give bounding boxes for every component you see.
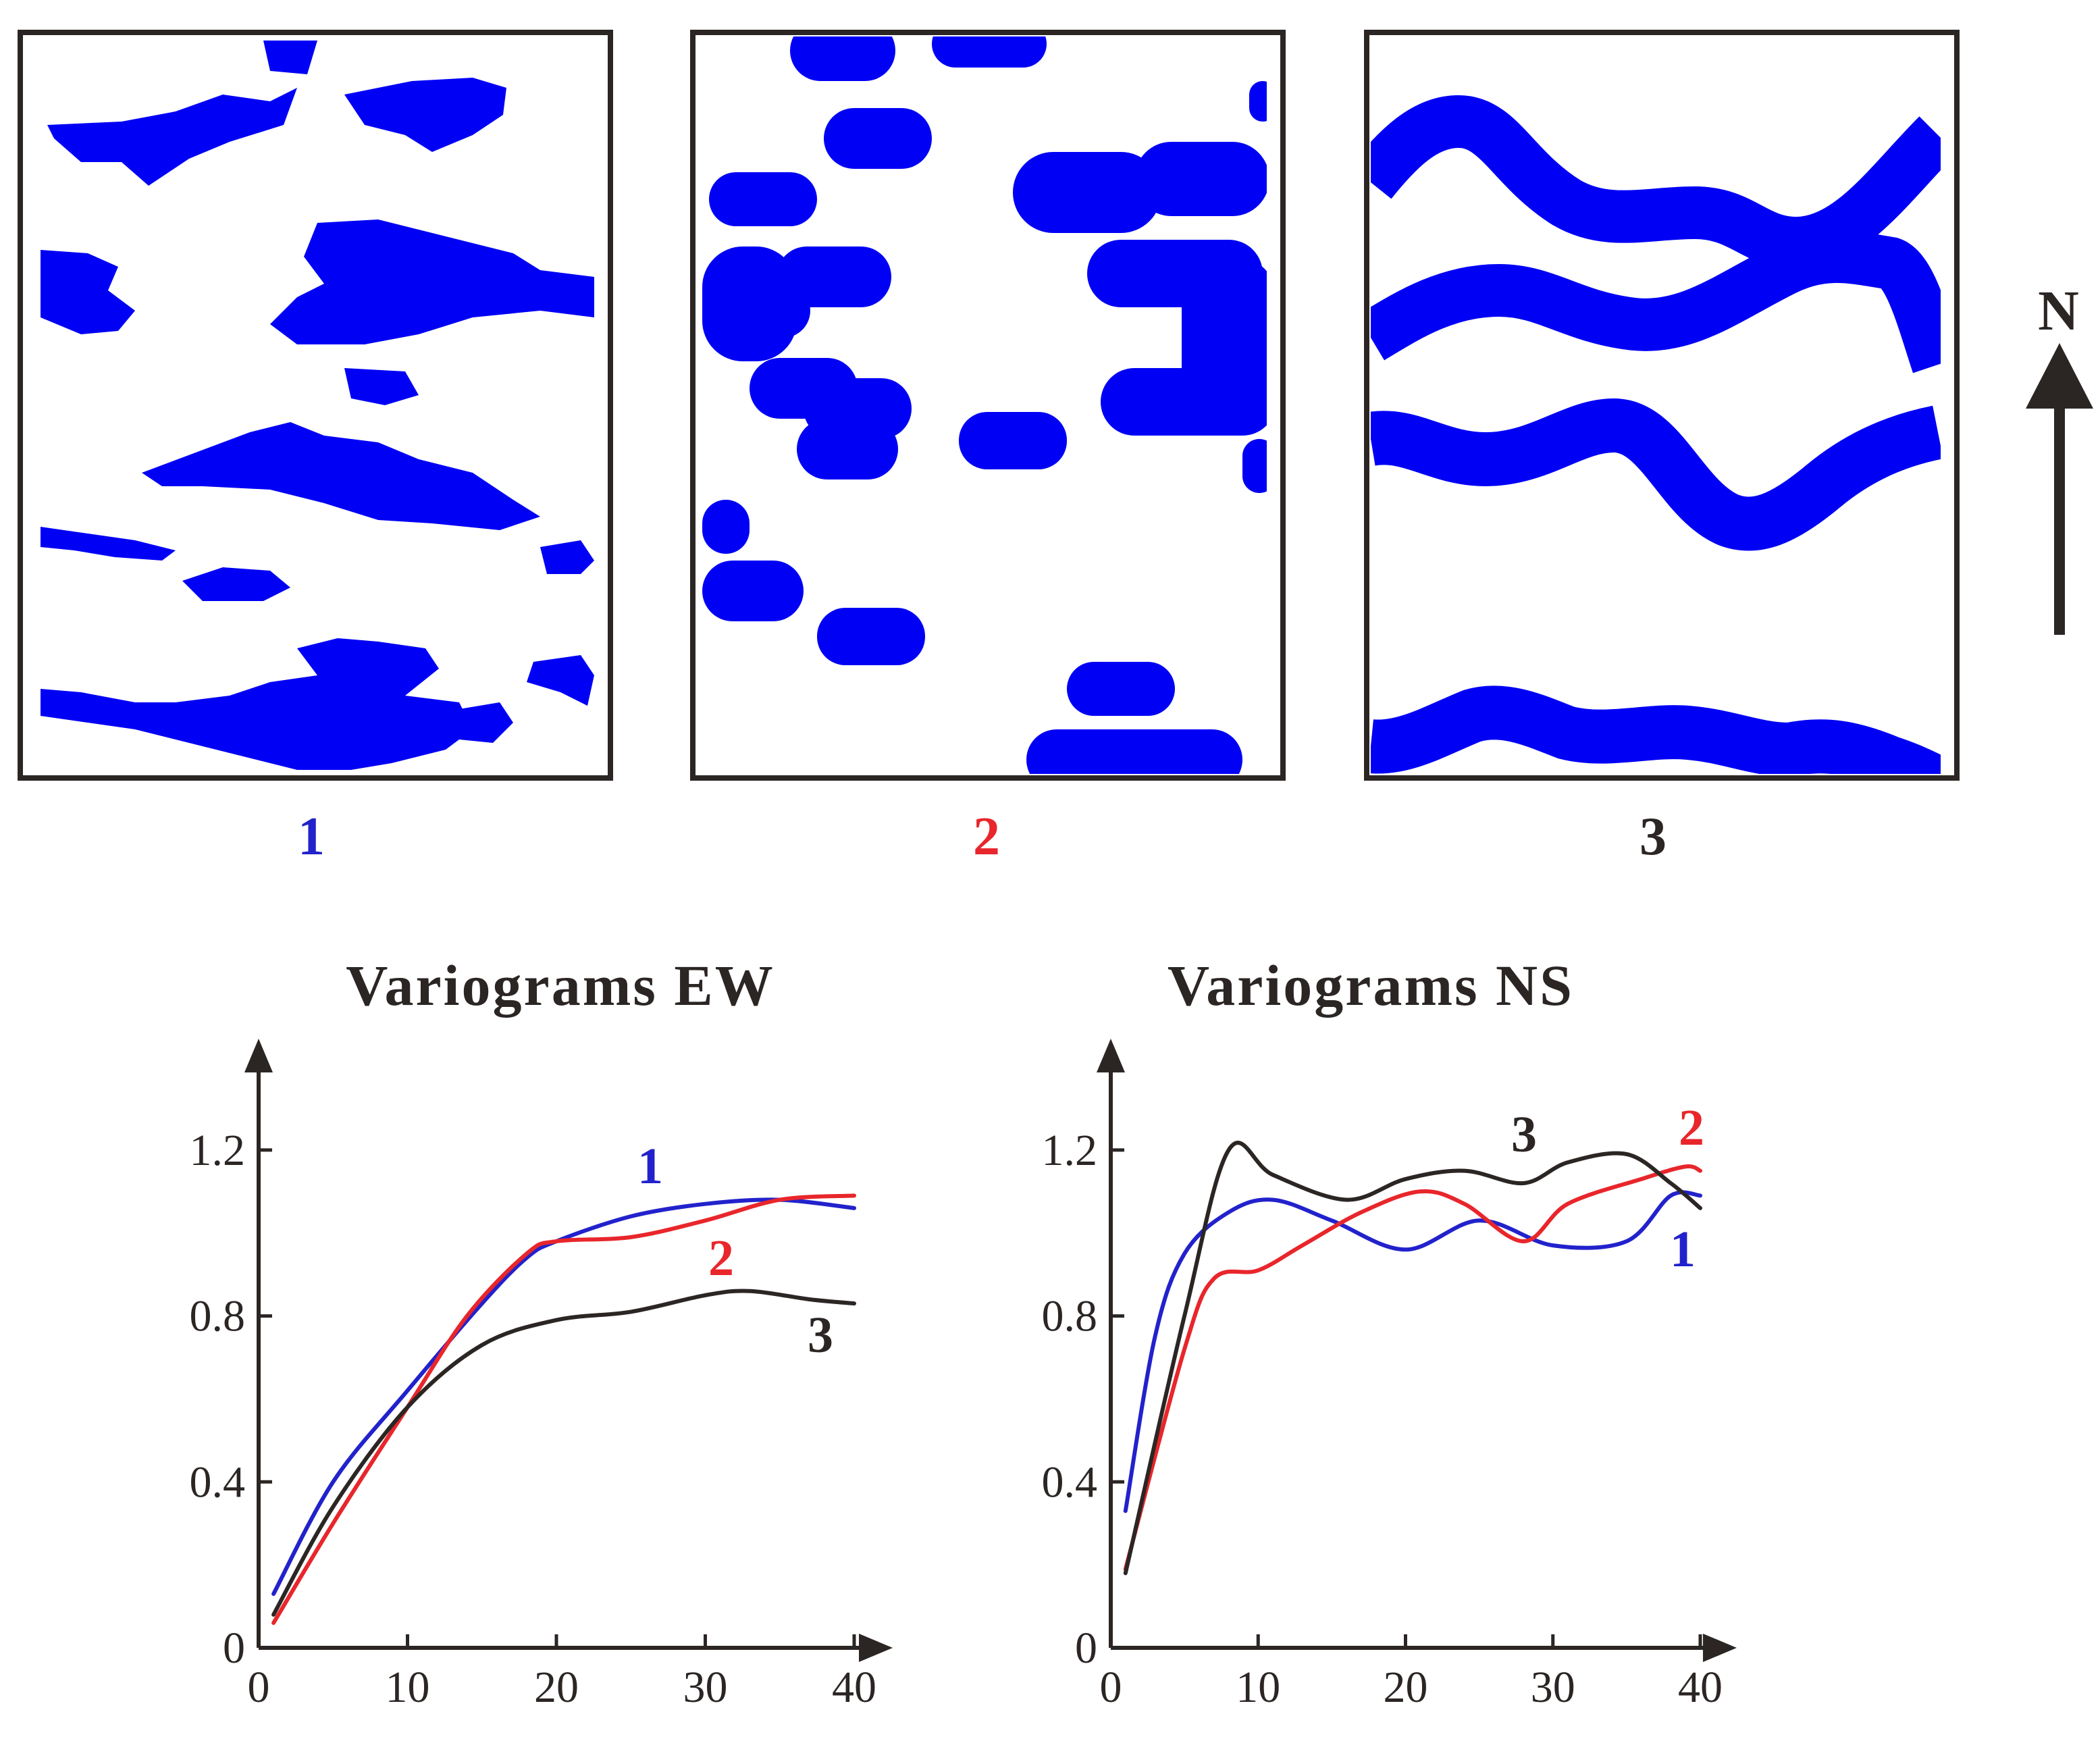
series-line-2 — [1123, 1164, 1702, 1572]
y-axis-arrow-ew — [244, 1039, 273, 1072]
y-axis-arrow-ns — [1097, 1039, 1125, 1072]
y-tick-label: 0 — [223, 1624, 245, 1673]
variogram-ns-chart: Variograms NS 0 0.4 0.8 1.2 0 10 20 30 40 1 2 3 — [1042, 953, 1737, 1712]
panel-label-2: 2 — [973, 807, 1000, 866]
ticks-ns: 0 0.4 0.8 1.2 0 10 20 30 40 — [1042, 1126, 1723, 1712]
north-arrow: N — [2026, 280, 2093, 635]
y-tick-label: 1.2 — [190, 1126, 246, 1175]
panel-label-3: 3 — [1639, 807, 1666, 866]
series-label-3: 3 — [1511, 1106, 1537, 1163]
series-line-3 — [271, 1289, 856, 1617]
x-axis-arrow-ns — [1703, 1634, 1737, 1662]
y-tick-label: 1.2 — [1042, 1126, 1098, 1175]
x-tick-label: 30 — [683, 1663, 728, 1712]
x-tick-label: 30 — [1531, 1663, 1575, 1712]
x-tick-label: 40 — [832, 1663, 876, 1712]
series-line-1 — [271, 1197, 856, 1597]
x-tick-label: 0 — [1100, 1663, 1122, 1712]
y-tick-label: 0.8 — [190, 1292, 246, 1341]
north-arrow-head — [2026, 343, 2093, 409]
y-tick-label: 0 — [1075, 1624, 1097, 1673]
y-tick-label: 0.4 — [1042, 1457, 1098, 1507]
ticks-ew: 0 0.4 0.8 1.2 0 10 20 30 40 — [190, 1126, 877, 1712]
x-tick-label: 10 — [1236, 1663, 1280, 1712]
series-label-1: 1 — [1670, 1221, 1696, 1278]
series-label-2: 2 — [708, 1230, 734, 1287]
series-label-1: 1 — [637, 1138, 663, 1195]
x-tick-label: 40 — [1678, 1663, 1723, 1712]
facies-panel-3 — [1364, 30, 1960, 781]
series-lines-ew — [271, 1193, 856, 1626]
facies-panel-2 — [690, 30, 1286, 781]
x-tick-label: 10 — [386, 1663, 430, 1712]
panel-3-channels — [1371, 95, 1941, 774]
series-label-2: 2 — [1679, 1099, 1704, 1156]
series-lines-ns — [1123, 1141, 1702, 1576]
y-tick-label: 0.8 — [1042, 1292, 1098, 1341]
chart-title-ew: Variograms EW — [346, 953, 775, 1018]
series-line-1 — [1123, 1190, 1702, 1513]
panel-1-bodies — [41, 41, 594, 770]
series-label-3: 3 — [808, 1307, 833, 1364]
x-tick-label: 0 — [248, 1663, 270, 1712]
panel-2-bodies — [702, 36, 1267, 774]
series-line-3 — [1123, 1141, 1702, 1576]
x-tick-label: 20 — [534, 1663, 579, 1712]
y-tick-label: 0.4 — [190, 1457, 246, 1507]
variogram-ew-chart: Variograms EW 0 0.4 0.8 1.2 0 10 20 30 40 12 3 — [190, 953, 893, 1712]
north-label: N — [2038, 280, 2081, 342]
series-line-2 — [271, 1193, 856, 1626]
panel-label-1: 1 — [298, 807, 325, 866]
x-tick-label: 20 — [1384, 1663, 1428, 1712]
chart-title-ns: Variograms NS — [1167, 953, 1574, 1018]
series-labels-ns: 1 2 3 — [1511, 1099, 1704, 1278]
series-labels-ew: 12 3 — [637, 1138, 833, 1364]
x-axis-arrow-ew — [859, 1634, 893, 1662]
facies-panel-1 — [18, 30, 613, 781]
